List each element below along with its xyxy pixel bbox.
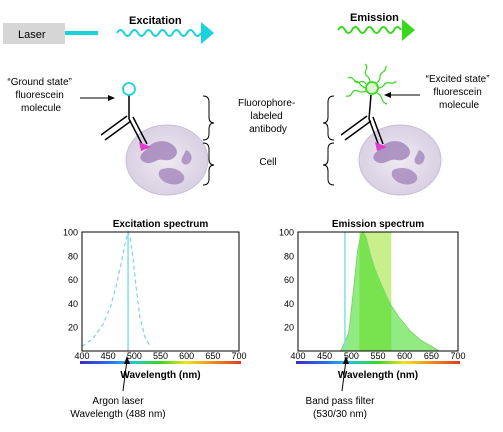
right-brace-cell — [322, 142, 335, 186]
excitation-x-tick-label: 450 — [101, 351, 116, 361]
excitation-x-tick-label: 500 — [127, 351, 142, 361]
excitation-label: Excitation — [129, 15, 182, 27]
excited-state-fluorophore — [365, 81, 379, 95]
excitation-y-tick-label: 100 — [63, 228, 78, 238]
excitation-x-tick-label: 650 — [205, 351, 220, 361]
emission-label: Emission — [350, 12, 399, 24]
excitation-x-tick-label: 550 — [153, 351, 168, 361]
emission-x-tick-label: 550 — [370, 351, 385, 361]
emission-y-tick-label: 60 — [284, 275, 294, 285]
left-brace-cell — [202, 142, 215, 186]
excitation-arrowhead — [201, 22, 214, 44]
excitation-x-tick-label: 700 — [231, 351, 246, 361]
laser-label: Laser — [18, 29, 46, 41]
ground-state-fluorophore — [122, 82, 136, 96]
right-brace-antibody — [322, 95, 335, 141]
emission-x-tick-label: 400 — [290, 351, 305, 361]
emission-series-line — [340, 231, 440, 352]
emission-x-tick-label: 650 — [424, 351, 439, 361]
excitation-y-tick-label: 20 — [68, 323, 78, 333]
excitation-y-tick-label: 60 — [68, 275, 78, 285]
excitation-y-tick-label: 80 — [68, 251, 78, 261]
antibody-label: Fluorophore- labeled antibody — [238, 98, 298, 135]
excitation-annotation: Argon laser Wavelength (488 nm) — [70, 396, 165, 420]
excitation-x-axis-label: Wavelength (nm) — [120, 370, 200, 381]
excitation-wave — [116, 29, 202, 37]
emission-squiggles — [345, 63, 397, 105]
emission-y-tick-label: 80 — [284, 251, 294, 261]
emission-spectrum-bar — [296, 361, 460, 364]
emission-y-tick-label: 20 — [284, 323, 294, 333]
excitation-plot-frame — [81, 231, 240, 352]
emission-y-tick-label: 100 — [279, 228, 294, 238]
emission-x-axis-label: Wavelength (nm) — [338, 370, 418, 381]
emission-arrowhead — [402, 19, 415, 41]
emission-annotation-arrow — [341, 359, 347, 392]
emission-chart: Emission spectrum 20 40 60 80 100 400 450 500 550… — [279, 219, 466, 420]
emission-chart-title: Emission spectrum — [332, 219, 424, 230]
left-brace-antibody — [202, 95, 215, 141]
emission-plot-frame — [297, 231, 459, 352]
excitation-series-line — [81, 229, 151, 347]
excitation-x-tick-label: 400 — [74, 351, 89, 361]
right-antibody-cell — [340, 63, 442, 196]
emission-x-tick-label: 500 — [344, 351, 359, 361]
emission-series-area — [340, 232, 440, 351]
left-antigen-marker — [139, 142, 151, 151]
cell-label: Cell — [259, 157, 276, 168]
excitation-spectrum-bar — [80, 361, 241, 364]
emission-x-tick-label: 700 — [450, 351, 465, 361]
emission-annotation: Band pass filter (530/30 nm) — [306, 396, 376, 420]
emission-x-tick-label: 450 — [317, 351, 332, 361]
excitation-chart: Excitation spectrum 20 40 60 80 100 400 450 500 5… — [63, 219, 247, 420]
emission-x-tick-label: 600 — [397, 351, 412, 361]
ground-state-annotation: “Ground state” fluorescein molecule — [7, 77, 74, 114]
emission-y-tick-label: 40 — [284, 299, 294, 309]
excited-state-annotation: “Excited state” fluorescein molecule — [426, 74, 493, 111]
excitation-chart-title: Excitation spectrum — [113, 219, 209, 230]
emission-wave — [337, 26, 402, 34]
laser-box — [3, 23, 65, 44]
left-antibody-cell — [100, 82, 209, 196]
right-antigen-marker — [375, 142, 387, 151]
excitation-x-tick-label: 600 — [179, 351, 194, 361]
excitation-annotation-arrow — [122, 359, 128, 392]
excitation-y-tick-label: 40 — [68, 299, 78, 309]
